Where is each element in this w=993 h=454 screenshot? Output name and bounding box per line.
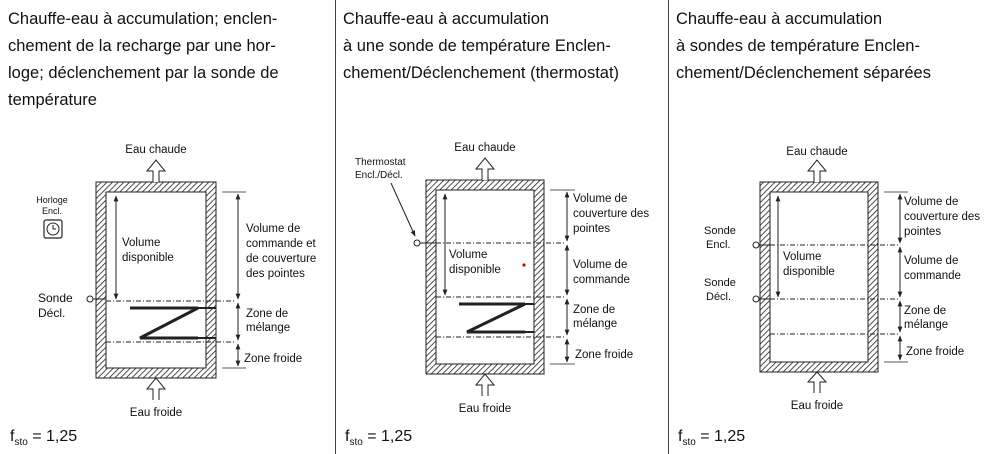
cold-water-inlet-icon [474,373,496,396]
right-label: Zone de mélange [573,304,617,330]
sensor-icon [86,295,94,303]
red-marker [522,263,526,267]
storage-factor: fsto = 1,25 [678,427,746,448]
hot-water-outlet-icon [145,159,167,182]
inner-label: disponible [122,252,174,264]
hot-water-label: Eau chaude [786,146,847,158]
heating-element-icon [130,306,199,340]
storage-factor: fsto = 1,25 [345,427,413,448]
tank-diagram: Eau chaude Eau froide Volume disponible … [36,144,316,419]
cold-water-label: Eau froide [791,400,843,412]
panel-divider [335,0,336,454]
right-label: Volume de couverture des pointes [904,196,980,238]
panel-thermostat: Chauffe-eau à accumulation à une sonde d… [335,0,668,454]
hot-water-label: Eau chaude [125,144,186,156]
cold-water-label: Eau froide [130,407,182,419]
panel-heading: Chauffe-eau à accumulation à une sonde d… [343,10,620,82]
right-label: Volume de commande et de couverture des poi… [246,223,316,280]
panel-heading: Chauffe-eau à accumulation; enclen- chem… [8,10,279,109]
right-label: Zone de mélange [246,308,290,334]
panel-clock-controlled: Chauffe-eau à accumulation; enclen- chem… [0,0,335,454]
inner-label: Volume [122,237,160,249]
cold-water-inlet-icon [145,377,167,400]
tank-diagram: Eau chaude Eau froide Volume disponible V… [704,146,980,412]
right-label: Zone froide [244,353,302,365]
right-label: Volume de commande [904,255,961,282]
hot-water-label: Eau chaude [454,142,515,154]
left-label: Sonde Encl. [704,225,736,251]
left-label: Horloge Encl. [36,195,68,216]
right-label: Zone de mélange [904,305,948,331]
left-label: Thermostat Encl./Décl. [355,157,406,181]
right-label: Zone froide [575,349,633,361]
hot-water-outlet-icon [806,159,828,182]
panel-heading: Chauffe-eau à accumulation à sondes de t… [676,10,931,82]
cold-water-label: Eau froide [459,403,511,415]
sensor-icon [752,241,760,249]
panel-separate-sensors: Chauffe-eau à accumulation à sondes de t… [668,0,993,454]
storage-factor: fsto = 1,25 [10,427,78,448]
right-label: Zone froide [906,346,964,358]
cold-water-inlet-icon [806,371,828,393]
hot-water-outlet-icon [474,157,496,180]
panel-divider [668,0,669,454]
right-label: Volume de commande [573,259,630,286]
thermostat-icon [413,239,421,247]
inner-label: Volume disponible [783,251,835,278]
left-label: Sonde Décl. [704,277,736,303]
left-label: Sonde Décl. [38,291,73,320]
inner-label: Volume disponible [449,249,501,276]
tank-diagram: Eau chaude Eau froide Volume disponible V… [355,142,649,415]
pointer-arrow [390,182,416,237]
sensor-icon [752,295,760,303]
right-label: Volume de couverture des pointes [573,193,649,235]
heating-element-icon [459,302,526,334]
tank-interior [435,189,535,365]
